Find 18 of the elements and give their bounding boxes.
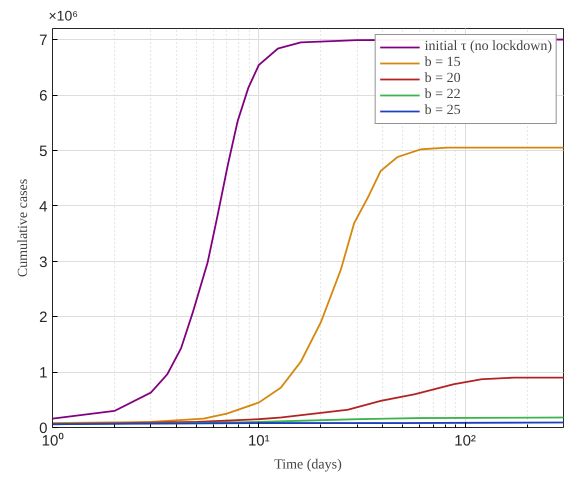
x-axis-title: Time (days) — [274, 458, 342, 472]
x-tick-label: 10⁰ — [42, 432, 64, 450]
legend-label: initial τ (no lockdown) — [424, 39, 552, 55]
text: ×10⁶ — [48, 8, 78, 24]
x-tick-label: 10² — [454, 432, 476, 450]
y-tick-label: 3 — [39, 254, 48, 271]
y-tick-label: 1 — [39, 364, 48, 382]
y-tick-label: 4 — [39, 198, 48, 216]
legend-label: b = 20 — [424, 71, 461, 87]
y-tick-label: 2 — [39, 309, 48, 326]
y-axis-title: Cumulative cases — [16, 178, 32, 278]
y-tick-label: 5 — [39, 142, 48, 160]
legend-label: b = 22 — [424, 87, 461, 103]
x-tick-label: 10¹ — [248, 432, 270, 450]
legend-label: b = 15 — [424, 55, 461, 71]
legend-label: b = 25 — [424, 103, 461, 119]
y-tick-label: 7 — [39, 32, 48, 50]
y-tick-label: 6 — [39, 88, 48, 104]
